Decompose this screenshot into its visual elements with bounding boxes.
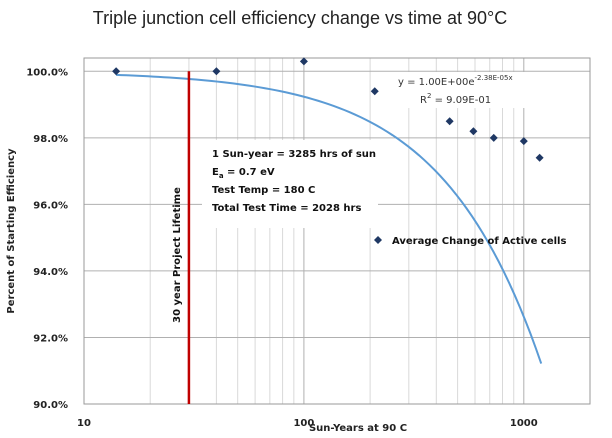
project-lifetime-label: 30 year Project Lifetime [172, 187, 183, 323]
data-point [370, 87, 379, 96]
x-axis-label: Sun-Years at 90 C [309, 423, 407, 434]
annotation-line-4: Total Test Time = 2028 hrs [212, 203, 361, 214]
annotation-line-3: Test Temp = 180 C [212, 185, 315, 196]
y-tick-label: 92.0% [33, 333, 68, 344]
data-points [112, 57, 544, 162]
y-tick-label: 100.0% [26, 67, 68, 78]
data-point [112, 67, 121, 76]
x-tick-label: 100 [293, 418, 314, 429]
y-tick-label: 96.0% [33, 200, 68, 211]
data-point [489, 133, 498, 142]
annotation-box: 1 Sun-year = 3285 hrs of sun Ea = 0.7 eV… [202, 140, 378, 228]
data-point [519, 137, 528, 146]
equation-text: y = 1.00E+00e-2.38E-05x [398, 74, 513, 88]
legend: Average Change of Active cells [374, 236, 566, 247]
trendline-equation: y = 1.00E+00e-2.38E-05x R2 = 9.09E-01 [395, 72, 545, 108]
x-tick-label: 10 [77, 418, 91, 429]
annotation-line-1: 1 Sun-year = 3285 hrs of sun [212, 149, 376, 160]
equation-background [395, 72, 545, 108]
chart-title: Triple junction cell efficiency change v… [93, 8, 507, 28]
trendline [116, 73, 543, 364]
plot-area [83, 57, 591, 405]
y-tick-label: 94.0% [33, 267, 68, 278]
x-tick-label: 1000 [510, 418, 538, 429]
annotation-line-2: Ea = 0.7 eV [212, 167, 275, 180]
x-tick-labels: 10 100 1000 [77, 418, 538, 429]
plot-background [84, 58, 590, 404]
y-tick-label: 98.0% [33, 134, 68, 145]
plot-border [83, 57, 591, 405]
data-point [299, 57, 308, 66]
y-tick-labels: 90.0% 92.0% 94.0% 96.0% 98.0% 100.0% [26, 67, 68, 411]
r-squared-text: R2 = 9.09E-01 [420, 92, 491, 106]
y-axis-label: Percent of Starting Efficiency [6, 148, 17, 314]
project-lifetime-label-group: 30 year Project Lifetime [172, 187, 183, 323]
legend-marker [374, 236, 382, 244]
data-point [535, 153, 544, 162]
annotation-background [202, 140, 378, 228]
data-point [212, 67, 221, 76]
legend-label: Average Change of Active cells [392, 236, 566, 247]
y-tick-label: 90.0% [33, 400, 68, 411]
data-point [445, 117, 454, 126]
data-point [469, 127, 478, 136]
